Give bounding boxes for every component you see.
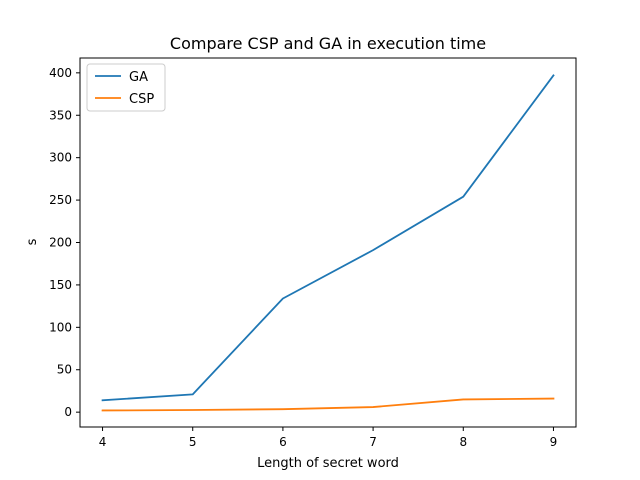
- y-tick-label: 0: [64, 405, 72, 419]
- x-tick-label: 6: [279, 435, 287, 449]
- x-axis: 4 5 6 7 8 9: [99, 427, 558, 449]
- x-tick-label: 7: [369, 435, 377, 449]
- y-axis: 0 50 100 150 200 250 300 350 400: [49, 66, 80, 419]
- y-tick-label: 300: [49, 151, 72, 165]
- y-tick-label: 100: [49, 320, 72, 334]
- axes-frame: [79, 57, 577, 428]
- y-tick-label: 350: [49, 108, 72, 122]
- series-line-csp: [101, 397, 555, 412]
- y-tick-label: 200: [49, 236, 72, 250]
- y-tick-label: 400: [49, 66, 72, 80]
- y-tick-label: 150: [49, 278, 72, 292]
- chart-title: Compare CSP and GA in execution time: [170, 34, 486, 53]
- x-tick-label: 9: [550, 435, 558, 449]
- y-tick-label: 50: [57, 363, 72, 377]
- legend-label-ga: GA: [129, 70, 148, 85]
- x-tick-label: 8: [459, 435, 467, 449]
- y-axis-label: s: [25, 238, 40, 245]
- legend: GA CSP: [86, 63, 166, 112]
- series-line-ga: [101, 74, 555, 402]
- x-tick-label: 4: [99, 435, 107, 449]
- y-tick-label: 250: [49, 193, 72, 207]
- x-tick-label: 5: [189, 435, 197, 449]
- plot-area: [101, 74, 555, 412]
- x-axis-label: Length of secret word: [257, 456, 399, 471]
- legend-label-csp: CSP: [129, 92, 154, 107]
